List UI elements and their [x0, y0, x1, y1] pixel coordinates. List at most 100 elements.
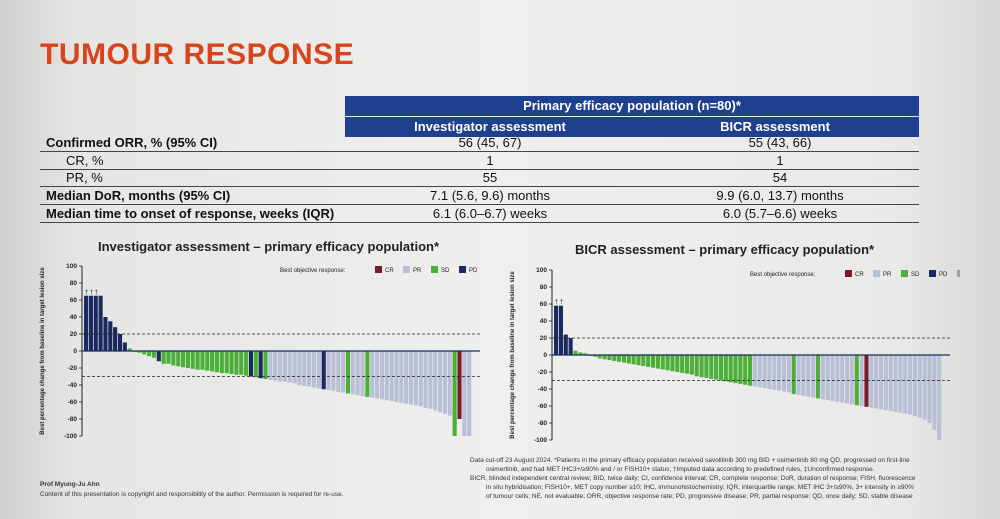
waterfall-bar [646, 355, 651, 367]
waterfall-bar [258, 351, 263, 379]
row-label: PR, % [66, 170, 103, 185]
footnote: Data cut-off 23 August 2024. *Patients i… [470, 456, 950, 501]
row-value-investigator: 56 (45, 67) [458, 135, 522, 150]
waterfall-bar [442, 351, 448, 414]
waterfall-bar [93, 295, 98, 351]
y-tick-label: 20 [540, 335, 548, 342]
waterfall-bar [781, 355, 787, 392]
waterfall-bar [820, 355, 825, 400]
waterfall-bar [554, 305, 559, 355]
waterfall-bar [113, 327, 118, 351]
waterfall-bar [767, 355, 772, 389]
waterfall-bar [917, 355, 922, 418]
waterfall-bar [418, 351, 423, 407]
waterfall-bar [98, 295, 103, 351]
waterfall-bar [389, 351, 394, 402]
y-tick-label: 60 [540, 301, 548, 308]
y-tick-label: 0 [543, 352, 547, 359]
waterfall-bar [341, 351, 346, 393]
y-axis-label: Best percentage change from baseline in … [40, 267, 46, 435]
chart-title-investigator: Investigator assessment – primary effica… [98, 239, 440, 254]
waterfall-bar [568, 338, 573, 355]
waterfall-bar [874, 355, 879, 409]
y-tick-label: -60 [68, 399, 78, 406]
waterfall-bar [137, 351, 142, 353]
y-axis-label: Best percentage change from baseline in … [510, 271, 516, 439]
imputed-marker: † [555, 300, 558, 306]
row-label: Confirmed ORR, % (95% CI) [46, 135, 218, 150]
waterfall-bar [248, 351, 254, 377]
waterfall-bar [287, 351, 292, 383]
waterfall-bar [558, 305, 563, 355]
imputed-marker: † [90, 290, 93, 296]
y-tick-label: -80 [538, 420, 548, 427]
waterfall-bar [156, 351, 161, 362]
waterfall-chart-investigator: Best percentage change from baseline in … [40, 263, 480, 440]
waterfall-bar [205, 351, 210, 371]
waterfall-bar [345, 351, 351, 394]
waterfall-bar [127, 348, 132, 351]
waterfall-bar [311, 351, 317, 388]
waterfall-bar [932, 355, 937, 430]
waterfall-bar [908, 355, 913, 415]
footnote-line: in situ hybridisation; FISH10+, MET copy… [486, 484, 914, 491]
waterfall-bar [743, 355, 748, 385]
waterfall-bar [185, 351, 190, 368]
waterfall-bar [680, 355, 685, 373]
waterfall-bar [665, 355, 670, 371]
imputed-marker: † [85, 290, 88, 296]
waterfall-bar [457, 351, 462, 419]
legend-swatch [403, 266, 410, 273]
waterfall-bar [573, 350, 578, 355]
waterfall-bar [772, 355, 777, 390]
legend-swatch [901, 270, 908, 277]
legend-label: SD [441, 268, 450, 274]
row-value-bicr: 6.0 (5.7–6.6) weeks [722, 206, 838, 221]
waterfall-bar [181, 351, 186, 368]
row-value-bicr: 9.9 (6.0, 13.7) months [716, 188, 844, 203]
y-tick-label: 20 [70, 331, 78, 338]
waterfall-bar [428, 351, 433, 409]
waterfall-bar [723, 355, 728, 382]
waterfall-bar [903, 355, 908, 414]
y-tick-label: -40 [68, 382, 78, 389]
copyright-note: Content of this presentation is copyrigh… [40, 491, 344, 498]
chart-title-bicr: BICR assessment – primary efficacy popul… [575, 242, 875, 257]
waterfall-bar [370, 351, 375, 398]
legend-title: Best objective response: [280, 268, 346, 274]
table-header: Primary efficacy population (n=80)* [345, 96, 919, 116]
y-tick-label: 100 [66, 263, 77, 270]
legend-swatch [431, 266, 438, 273]
legend-swatch [459, 266, 466, 273]
waterfall-bar [273, 351, 278, 381]
y-tick-label: 80 [70, 280, 78, 287]
waterfall-bar [239, 351, 244, 375]
waterfall-bar [883, 355, 888, 411]
waterfall-bar [307, 351, 312, 387]
waterfall-bar [617, 355, 622, 362]
table-row: Median time to onset of response, weeks … [40, 205, 919, 223]
waterfall-bar [122, 342, 127, 351]
waterfall-bar [282, 351, 287, 382]
y-tick-label: 80 [540, 284, 548, 291]
row-value-investigator: 1 [486, 153, 494, 168]
waterfall-bar [467, 351, 472, 436]
waterfall-bar [331, 351, 336, 391]
row-value-bicr: 1 [776, 153, 784, 168]
waterfall-bar [898, 355, 903, 413]
waterfall-bar [748, 355, 753, 386]
legend-label: PR [883, 272, 892, 278]
waterfall-bar [592, 355, 597, 357]
legend-label: PD [469, 268, 478, 274]
y-tick-label: -80 [68, 416, 78, 423]
imputed-marker: † [95, 290, 98, 296]
waterfall-bar [229, 351, 234, 374]
waterfall-bar [316, 351, 321, 389]
waterfall-bar [210, 351, 215, 372]
row-value-investigator: 7.1 (5.6, 9.6) months [430, 188, 550, 203]
row-value-bicr: 54 [772, 170, 788, 185]
waterfall-bar [806, 355, 811, 397]
waterfall-bar [937, 355, 942, 440]
table-row: Median DoR, months (95% CI) 7.1 (5.6, 9.… [40, 187, 919, 205]
waterfall-bar [801, 355, 806, 396]
